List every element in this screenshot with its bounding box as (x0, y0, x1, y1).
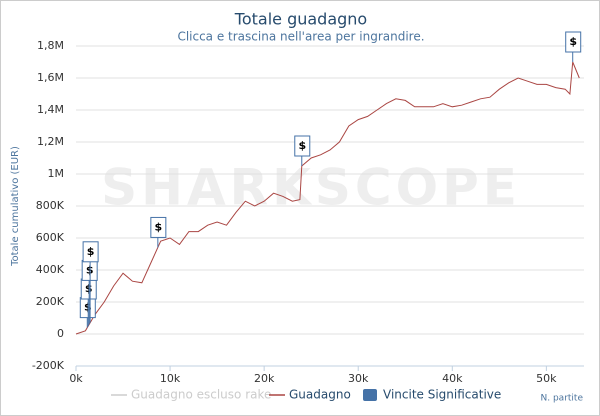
y-tick-label: 1,8M (37, 39, 64, 52)
y-axis-title: Totale cumulativo (EUR) (10, 146, 21, 267)
legend-label: Guadagno escluso rake (131, 388, 271, 402)
y-tick-label: 1,6M (37, 71, 64, 84)
legend-symbol (363, 389, 377, 401)
x-tick-label: 0k (69, 372, 83, 385)
flag: $ (294, 135, 311, 166)
legend-item[interactable]: Guadagno escluso rake (111, 388, 271, 402)
y-tick-label: 1,2M (37, 135, 64, 148)
chart-subtitle: Clicca e trascina nell'area per ingrandi… (177, 30, 424, 44)
flag-label: $ (569, 35, 577, 48)
legend-label: Vincite Significative (383, 388, 501, 402)
x-tick-label: 30k (348, 372, 369, 385)
data-line (75, 61, 580, 335)
flag-label: $ (87, 245, 95, 258)
y-tick-label: 1M (48, 167, 65, 180)
y-tick-label: 400K (36, 263, 65, 276)
legend-label: Guadagno (289, 388, 351, 402)
y-tick-label: 800K (36, 199, 65, 212)
y-tick-label: 200K (36, 295, 65, 308)
x-tick-label: 50k (536, 372, 557, 385)
flag-box (565, 31, 582, 53)
x-tick-label: 10k (160, 372, 181, 385)
y-tick-label: 0 (57, 327, 64, 340)
watermark: SHARKSCOPE (101, 159, 521, 217)
flag: $ (82, 241, 99, 323)
legend-item[interactable]: Vincite Significative (363, 388, 501, 402)
flag: $ (150, 216, 167, 248)
flag-box (150, 216, 167, 238)
y-tick-label: 600K (36, 231, 65, 244)
x-tick-label: 20k (254, 372, 275, 385)
x-axis-title: N. partite (541, 394, 584, 404)
chart-title: Totale guadagno (234, 10, 367, 29)
flag-label: $ (155, 220, 163, 233)
flag: $ (565, 31, 582, 62)
legend-item[interactable]: Guadagno (269, 388, 351, 402)
flag-box (82, 241, 99, 263)
y-tick-label: -200K (32, 359, 65, 372)
x-tick-label: 40k (442, 372, 463, 385)
flag-label: $ (298, 139, 306, 152)
y-tick-label: 1,4M (37, 103, 64, 116)
flag-box (294, 135, 311, 157)
